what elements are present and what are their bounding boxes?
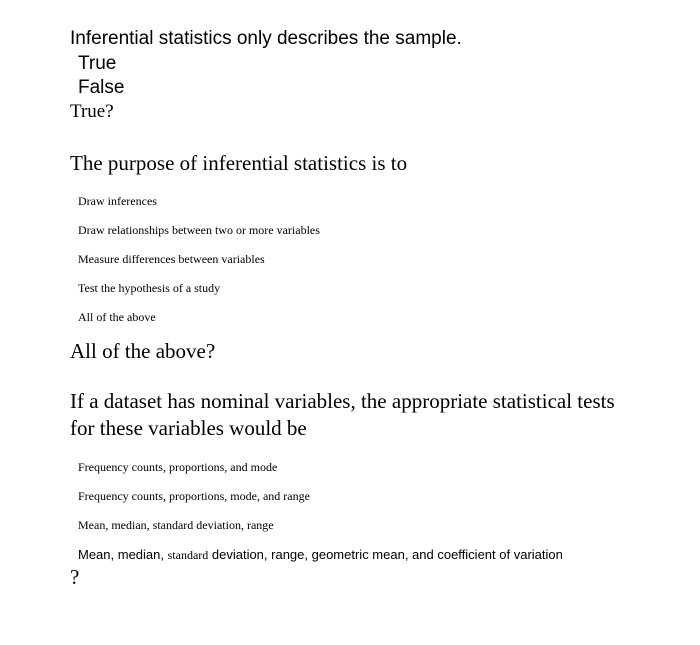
q1-option-false: False [78,76,630,100]
question-1: Inferential statistics only describes th… [70,28,630,123]
q3-option-3: Mean, median, standard deviation, range [78,518,630,533]
q3-option-4: Mean, median, standard deviation, range,… [78,547,630,563]
q2-answer: All of the above? [70,339,630,364]
q2-option-3: Measure differences between variables [78,252,630,267]
q3-option-1: Frequency counts, proportions, and mode [78,460,630,475]
question-3: If a dataset has nominal variables, the … [70,388,630,591]
q2-option-2: Draw relationships between two or more v… [78,223,630,238]
q2-option-5: All of the above [78,310,630,325]
q3-title: If a dataset has nominal variables, the … [70,388,630,443]
q1-option-true: True [78,52,630,76]
q3-answer: ? [70,565,630,590]
q2-option-4: Test the hypothesis of a study [78,281,630,296]
q2-option-1: Draw inferences [78,194,630,209]
q1-answer: True? [70,101,630,123]
q1-title: Inferential statistics only describes th… [70,28,630,50]
q2-title: The purpose of inferential statistics is… [70,151,630,176]
q3-option-2: Frequency counts, proportions, mode, and… [78,489,630,504]
question-2: The purpose of inferential statistics is… [70,151,630,364]
